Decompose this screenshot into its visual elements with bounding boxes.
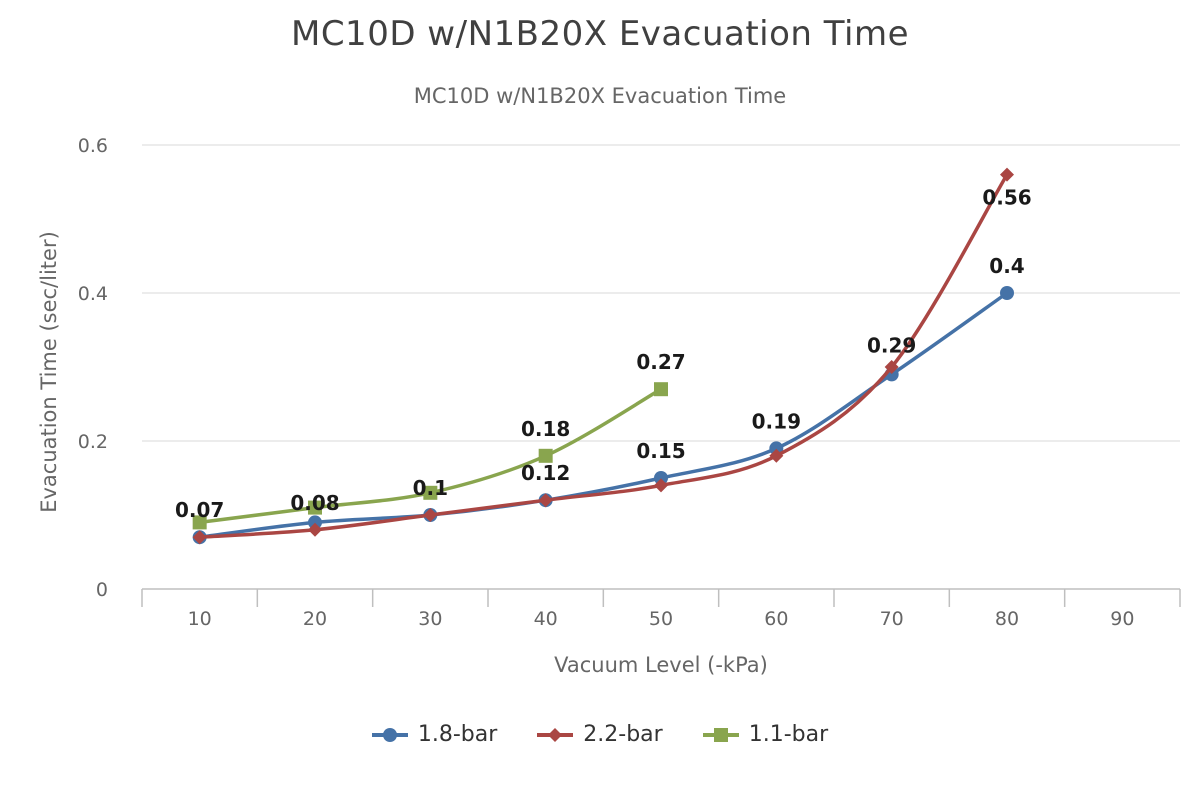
data-label: 0.15 — [636, 439, 685, 463]
x-axis-label: Vacuum Level (-kPa) — [554, 653, 768, 677]
data-label: 0.19 — [752, 409, 801, 433]
x-tick-label: 20 — [303, 608, 327, 630]
x-tick-label: 10 — [188, 608, 212, 630]
data-label: 0.29 — [867, 333, 916, 357]
y-tick-label: 0.2 — [78, 431, 108, 453]
data-point-1.8-bar — [769, 441, 784, 456]
legend-marker — [713, 727, 728, 742]
chart-subtitle: MC10D w/N1B20X Evacuation Time — [413, 84, 787, 108]
data-point-1.1-bar — [308, 500, 322, 515]
data-label: 0.18 — [521, 417, 570, 441]
data-point-1.1-bar — [654, 382, 668, 397]
x-tick-label: 90 — [1110, 608, 1134, 630]
data-point-2.2-bar — [538, 493, 553, 508]
data-label: 0.12 — [521, 461, 570, 485]
data-label: 0.07 — [175, 498, 224, 522]
chart-title: MC10D w/N1B20X Evacuation Time — [290, 14, 909, 54]
data-label: 0.56 — [982, 186, 1031, 210]
legend-swatch — [702, 727, 739, 742]
y-tick-label: 0 — [96, 579, 108, 601]
x-tick-label: 40 — [534, 608, 558, 630]
legend-swatch — [371, 727, 408, 742]
y-axis-label: Evacuation Time (sec/liter) — [37, 231, 61, 513]
x-tick-label: 70 — [880, 608, 904, 630]
legend-marker — [548, 727, 563, 742]
x-tick-label: 50 — [649, 608, 673, 630]
data-point-1.8-bar — [1000, 286, 1014, 300]
legend-item[interactable]: 2.2-bar — [537, 722, 663, 747]
legend-item[interactable]: 1.8-bar — [371, 722, 498, 747]
data-point-2.2-bar — [1000, 167, 1014, 182]
axis-layer: 0 0.2 0.4 0.6 10 20 30 40 50 60 70 80 90 — [78, 135, 1181, 630]
x-tick-label: 80 — [995, 608, 1019, 630]
data-point-2.2-bar — [654, 478, 668, 493]
legend-item[interactable]: 1.1-bar — [702, 722, 829, 747]
data-point-1.1-bar — [192, 515, 207, 530]
data-point-1.1-bar — [538, 448, 553, 463]
data-point-2.2-bar — [884, 360, 899, 374]
data-point-2.2-bar — [769, 448, 784, 463]
data-point-2.2-bar — [308, 522, 322, 537]
data-point-1.1-bar — [423, 485, 438, 500]
series-line-1.1-bar — [197, 387, 663, 525]
label-layer: 0.07 0.12 0.15 0.19 0.29 0.4 0.08 0.1 0.56 0.18 0.… — [175, 186, 1032, 523]
y-tick-label: 0.6 — [78, 135, 108, 157]
legend-swatch — [537, 727, 574, 742]
data-point-2.2-bar — [423, 508, 438, 522]
data-label: 0.08 — [290, 491, 339, 515]
x-tick-label: 30 — [418, 608, 442, 630]
legend-label: 1.1-bar — [748, 722, 829, 747]
series-line-2.2-bar — [197, 172, 1009, 539]
data-label: 0.1 — [413, 476, 448, 500]
legend-label: 1.8-bar — [417, 722, 498, 747]
data-point-2.2-bar — [192, 530, 207, 545]
data-point-1.8-bar — [654, 471, 668, 485]
legend-marker — [382, 727, 397, 742]
data-label: 0.4 — [989, 254, 1024, 278]
data-label: 0.27 — [636, 350, 685, 374]
x-tick-label: 60 — [764, 608, 788, 630]
series-layer — [192, 167, 1014, 545]
y-tick-label: 0.4 — [78, 283, 108, 305]
legend-label: 2.2-bar — [583, 722, 663, 747]
legend: 1.8-bar 2.2-bar 1.1-bar — [0, 722, 1200, 747]
data-point-1.8-bar — [308, 515, 322, 530]
